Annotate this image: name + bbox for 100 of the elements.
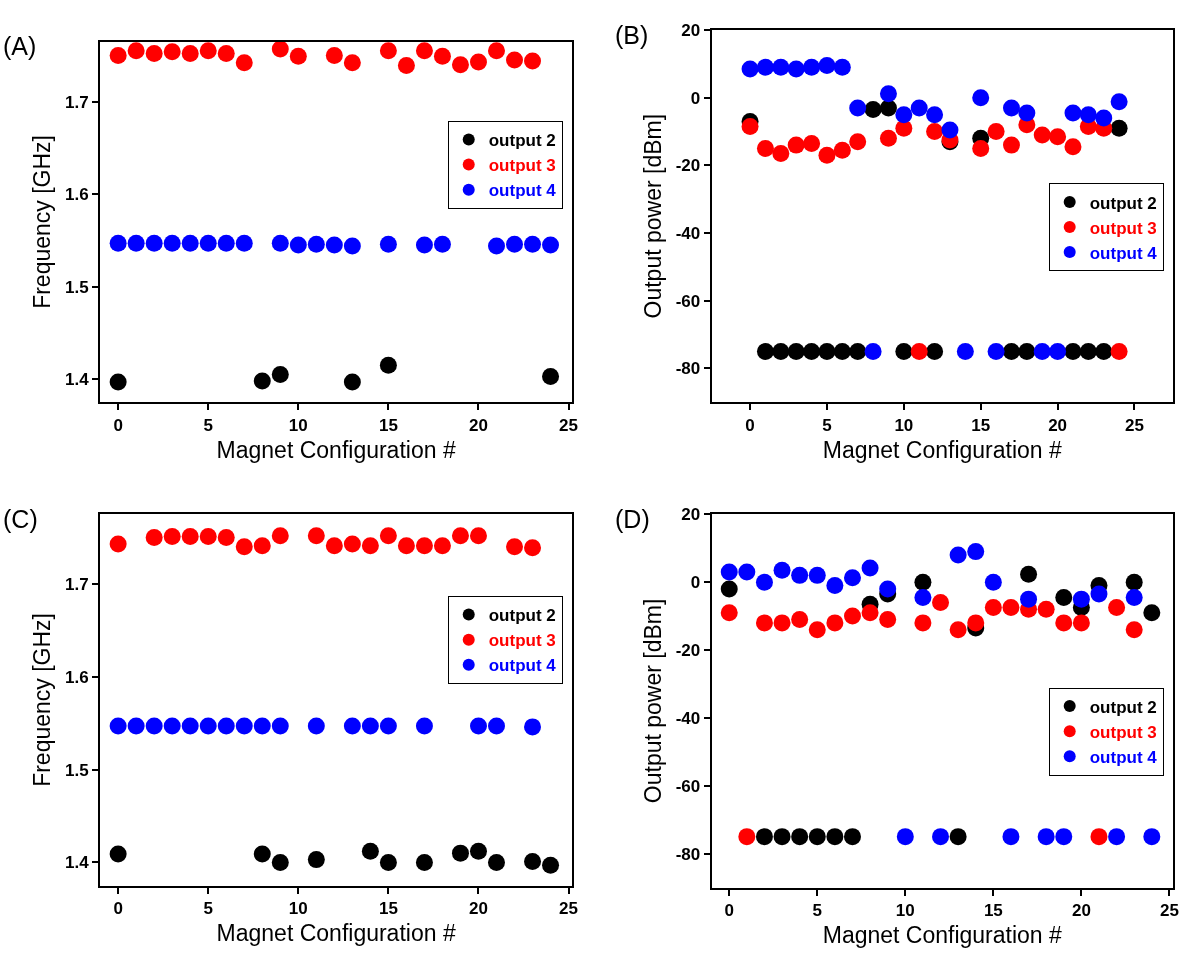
point xyxy=(415,236,433,254)
y-axis-title: Frequency [GHz] xyxy=(29,613,56,787)
x-tick-label: 25 xyxy=(559,415,579,435)
point xyxy=(109,46,127,64)
point xyxy=(1125,588,1143,606)
y-axis-title: Output power [dBm] xyxy=(639,113,666,319)
x-axis-title: Magnet Configuration # xyxy=(216,920,456,947)
point xyxy=(1002,828,1020,846)
legend-label: output 3 xyxy=(1089,722,1157,742)
point xyxy=(253,372,271,390)
point xyxy=(1079,343,1097,361)
point xyxy=(1108,599,1126,617)
point xyxy=(1079,106,1097,124)
point xyxy=(451,527,469,545)
point xyxy=(987,123,1005,141)
point xyxy=(833,343,851,361)
point xyxy=(773,614,791,632)
y-tick-label: -40 xyxy=(675,224,701,244)
point xyxy=(787,60,805,78)
point xyxy=(181,528,199,546)
point xyxy=(895,343,913,361)
point xyxy=(1002,343,1020,361)
point xyxy=(1110,119,1128,137)
point xyxy=(127,717,145,735)
point xyxy=(755,614,773,632)
legend-label: output 2 xyxy=(488,606,556,626)
point xyxy=(1002,136,1020,154)
point xyxy=(956,343,974,361)
point xyxy=(307,235,325,253)
y-axis-title: Frequency [GHz] xyxy=(29,135,56,309)
chart-title: (C) xyxy=(3,505,38,533)
point xyxy=(984,573,1002,591)
point xyxy=(542,236,560,254)
point xyxy=(914,573,932,591)
point xyxy=(488,42,505,60)
y-tick-label: -20 xyxy=(675,640,701,660)
point xyxy=(145,234,163,252)
point xyxy=(1002,599,1020,617)
point xyxy=(720,563,738,581)
point xyxy=(451,844,469,862)
point xyxy=(379,235,397,253)
point xyxy=(217,234,235,252)
point xyxy=(849,133,867,151)
point xyxy=(163,43,181,61)
point xyxy=(542,856,560,874)
x-tick-label: 0 xyxy=(724,900,734,920)
legend-label: output 2 xyxy=(488,131,556,151)
point xyxy=(163,234,181,252)
point xyxy=(1002,99,1020,117)
point xyxy=(524,235,542,253)
y-axis-title: Output power [dBm] xyxy=(639,598,666,804)
point xyxy=(469,842,487,860)
x-tick-label: 15 xyxy=(378,415,398,435)
point xyxy=(1020,565,1038,583)
point xyxy=(289,236,307,254)
legend-label: output 4 xyxy=(488,656,557,676)
point xyxy=(791,610,809,628)
point xyxy=(415,537,433,555)
point xyxy=(109,535,127,553)
point xyxy=(542,367,560,385)
point xyxy=(253,717,271,735)
point xyxy=(787,136,805,154)
point xyxy=(145,529,163,546)
point xyxy=(808,621,826,639)
y-tick-label: -60 xyxy=(675,291,701,311)
point xyxy=(199,528,217,546)
point xyxy=(1018,343,1036,361)
point xyxy=(879,610,897,628)
point xyxy=(217,45,235,63)
point xyxy=(772,343,790,361)
point xyxy=(379,527,397,545)
point xyxy=(145,717,163,735)
point xyxy=(109,373,127,391)
point xyxy=(181,717,199,735)
point xyxy=(181,45,199,63)
point xyxy=(109,845,127,863)
point xyxy=(818,57,836,75)
point xyxy=(361,537,379,555)
point xyxy=(1055,828,1073,846)
point xyxy=(271,527,289,545)
y-tick-label: 20 xyxy=(681,505,701,525)
point xyxy=(791,566,809,584)
point xyxy=(163,528,181,546)
point xyxy=(469,717,487,735)
point xyxy=(271,853,289,871)
point xyxy=(864,101,882,119)
y-tick-label: -20 xyxy=(675,156,701,176)
point xyxy=(803,343,821,361)
point xyxy=(1064,138,1082,156)
point xyxy=(379,42,397,60)
point xyxy=(415,42,433,60)
point xyxy=(1095,343,1113,361)
point xyxy=(181,234,199,252)
point xyxy=(1072,614,1090,632)
legend-label: output 3 xyxy=(1089,218,1157,238)
legend-label: output 4 xyxy=(1089,747,1158,767)
point xyxy=(1018,104,1036,122)
point xyxy=(524,539,542,557)
x-axis-title: Magnet Configuration # xyxy=(216,436,456,463)
point xyxy=(1055,614,1073,632)
